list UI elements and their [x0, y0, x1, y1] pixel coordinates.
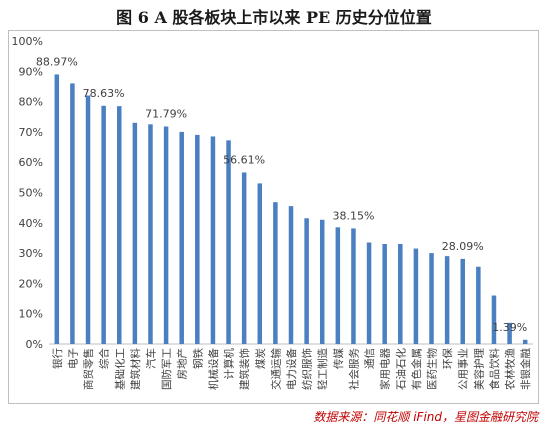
- bar: [366, 242, 372, 344]
- bar: [335, 227, 341, 344]
- x-tick-label: 建筑装饰: [238, 348, 251, 390]
- bar: [304, 218, 309, 344]
- x-tick-label: 社会服务: [347, 348, 360, 390]
- bar: [163, 126, 169, 344]
- x-tick-label: 汽车: [144, 348, 157, 369]
- x-tick-label: 医药生物: [426, 348, 439, 390]
- x-tick-label: 煤炭: [254, 348, 267, 369]
- y-tick-label: 10%: [19, 308, 43, 321]
- x-tick-label: 传媒: [332, 348, 345, 369]
- bar: [351, 228, 356, 344]
- y-tick-label: 20%: [19, 277, 43, 290]
- bar: [319, 219, 325, 344]
- data-label: 88.97%: [36, 55, 78, 68]
- bar: [382, 244, 387, 344]
- y-tick-label: 40%: [19, 217, 43, 230]
- bar: [507, 322, 512, 344]
- bar: [273, 202, 278, 344]
- y-tick-label: 0%: [26, 338, 43, 351]
- bar: [54, 74, 60, 344]
- bar: [85, 95, 91, 344]
- data-label: 1.39%: [492, 321, 527, 334]
- x-tick-label: 家用电器: [379, 348, 392, 390]
- x-tick-label: 商贸零售: [82, 348, 95, 390]
- bar: [429, 253, 434, 344]
- x-tick-label: 农林牧渔: [504, 348, 517, 390]
- x-tick-label: 电力设备: [285, 348, 298, 390]
- bar: [444, 256, 450, 344]
- x-tick-label: 建筑材料: [129, 348, 142, 390]
- bar: [226, 140, 231, 344]
- x-tick-label: 石油石化: [394, 348, 407, 390]
- x-tick-label: 国防军工: [160, 348, 173, 390]
- x-tick-label: 房地产: [176, 348, 189, 380]
- y-tick-label: 30%: [19, 247, 43, 260]
- x-tick-label: 银行: [51, 348, 64, 369]
- bar: [101, 105, 106, 344]
- x-tick-label: 电子: [66, 348, 79, 369]
- x-tick-label: 综合: [98, 348, 111, 369]
- x-tick-label: 食品饮料: [488, 348, 501, 390]
- x-tick-label: 通信: [364, 348, 376, 369]
- bar: [460, 258, 465, 344]
- x-tick-label: 钢铁: [191, 348, 204, 369]
- bar: [195, 134, 200, 344]
- data-label: 56.61%: [223, 153, 265, 166]
- y-tick-label: 100%: [12, 35, 43, 48]
- y-tick-label: 80%: [19, 96, 43, 109]
- bar: [398, 244, 403, 344]
- bar: [148, 124, 153, 344]
- bar: [522, 339, 528, 344]
- y-tick-label: 50%: [19, 187, 43, 200]
- bar: [70, 83, 75, 345]
- bar: [132, 122, 138, 344]
- bar: [413, 248, 419, 344]
- data-label: 71.79%: [145, 107, 187, 120]
- bar-chart: 0% 10% 20% 30% 40% 50% 60% 70% 80% 90% 100% 银行 电子 商贸零…: [12, 35, 533, 390]
- bar: [288, 206, 294, 344]
- x-tick-label: 轻工制造: [316, 348, 329, 390]
- x-tick-label: 机械设备: [207, 348, 220, 390]
- chart-title: 图 6 A 股各板块上市以来 PE 历史分位位置: [116, 8, 432, 27]
- x-tick-label: 纺织服饰: [301, 348, 314, 390]
- bar: [476, 266, 481, 344]
- data-label: 38.15%: [332, 209, 374, 222]
- bar: [241, 172, 247, 344]
- x-tick-label: 环保: [441, 348, 454, 369]
- bar: [210, 136, 216, 344]
- y-tick-label: 90%: [19, 65, 43, 78]
- bar: [179, 131, 184, 344]
- x-tick-label: 公用事业: [457, 348, 470, 390]
- x-tick-label: 计算机: [223, 348, 236, 380]
- bar: [257, 183, 263, 344]
- data-source-note: 数据来源：同花顺 iFind，星图金融研究院: [313, 410, 538, 424]
- x-tick-label: 美容护理: [472, 348, 485, 390]
- x-tick-label: 有色金属: [410, 348, 423, 390]
- data-label: 28.09%: [442, 240, 484, 253]
- y-tick-label: 60%: [19, 156, 43, 169]
- bar: [491, 295, 497, 344]
- data-label: 78.63%: [83, 87, 125, 100]
- bar: [117, 106, 122, 345]
- x-tick-label: 非银金融: [519, 348, 532, 390]
- chart-frame: 0% 10% 20% 30% 40% 50% 60% 70% 80% 90% 100% 银行 电子 商贸零…: [8, 30, 539, 404]
- x-tick-label: 基础化工: [113, 348, 126, 390]
- x-tick-label: 交通运输: [269, 348, 282, 390]
- y-tick-label: 70%: [19, 126, 43, 139]
